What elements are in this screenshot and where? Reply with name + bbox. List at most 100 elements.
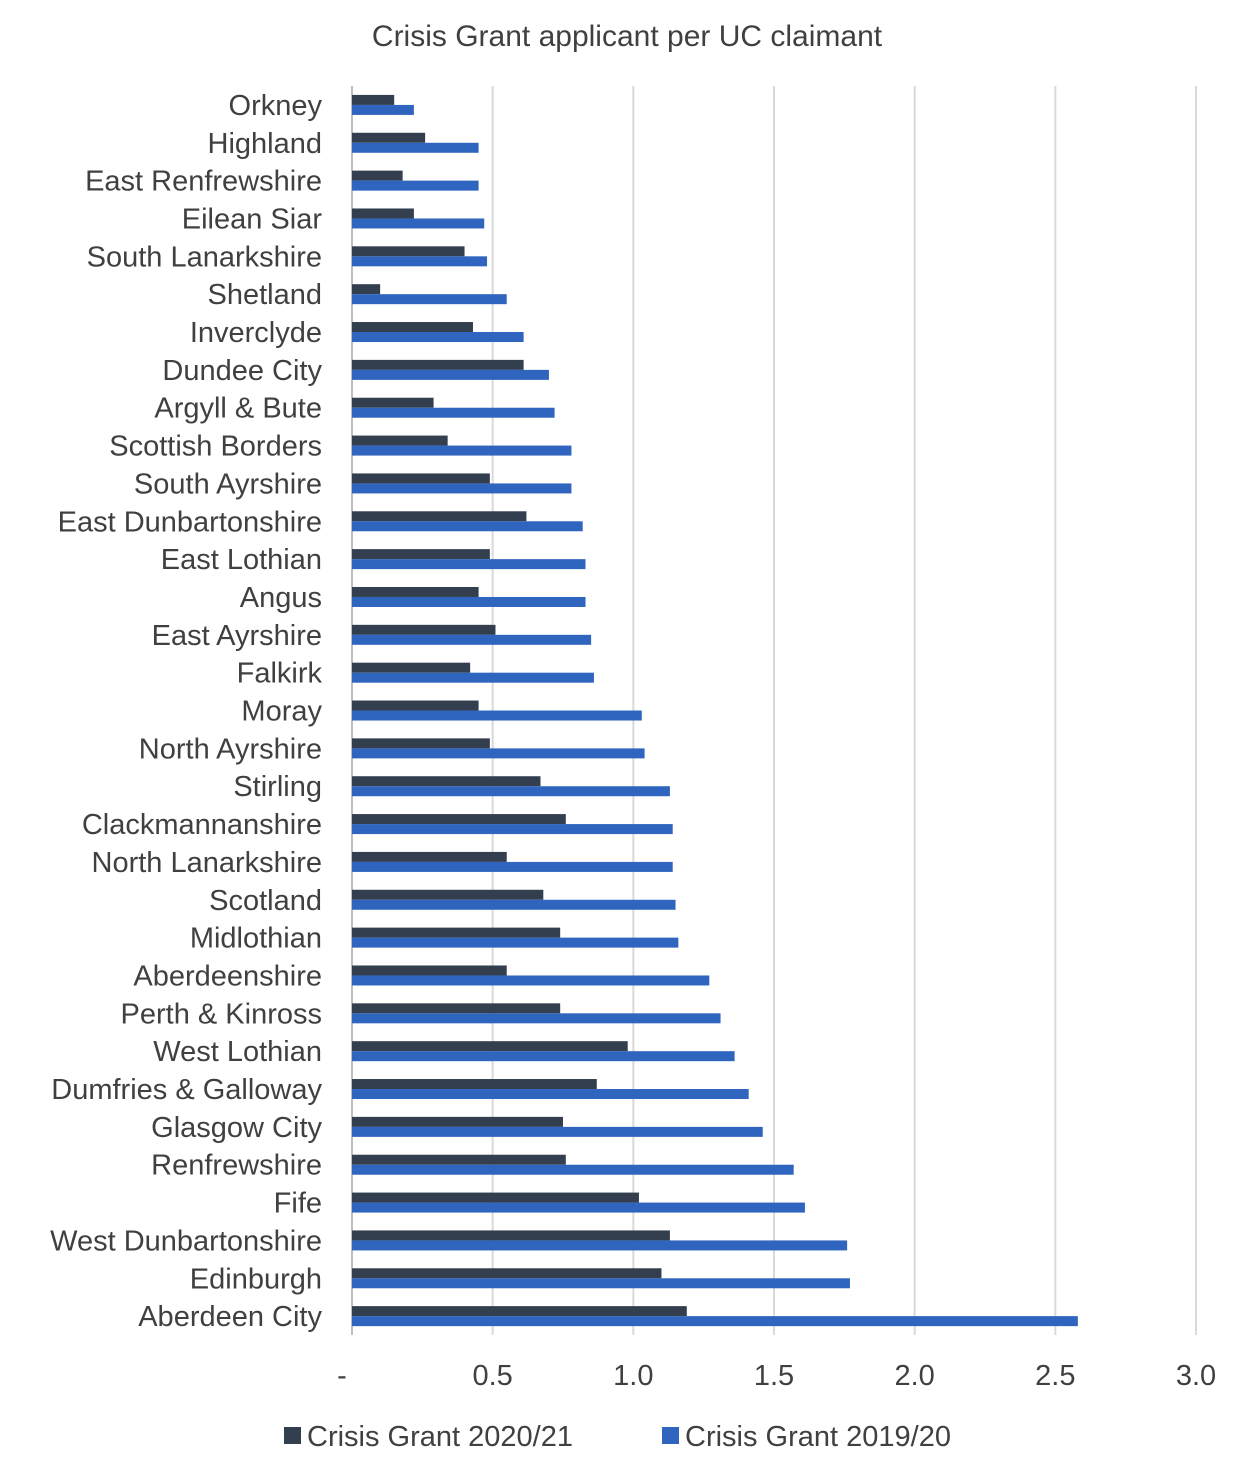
x-axis-tick-labels: - 0.5 1.0 1.5 2.0 2.5 3.0 bbox=[337, 1360, 1216, 1392]
category-label: Argyll & Bute bbox=[154, 393, 322, 425]
category-label: Renfrewshire bbox=[151, 1150, 322, 1182]
bar bbox=[352, 549, 490, 560]
bar bbox=[352, 397, 434, 408]
category-label: Scottish Borders bbox=[109, 431, 322, 463]
bar bbox=[352, 596, 586, 607]
bar bbox=[352, 814, 566, 825]
x-tick-label: 1.5 bbox=[754, 1360, 794, 1392]
bar bbox=[352, 851, 507, 862]
category-label: West Lothian bbox=[153, 1036, 322, 1068]
bar bbox=[352, 586, 479, 597]
bar bbox=[352, 700, 479, 711]
bar bbox=[352, 1154, 566, 1165]
bar bbox=[352, 1116, 563, 1127]
bar bbox=[352, 786, 670, 797]
bar bbox=[352, 1003, 561, 1014]
category-label: Glasgow City bbox=[151, 1112, 322, 1144]
category-label: Stirling bbox=[233, 771, 322, 803]
bar bbox=[352, 662, 471, 673]
category-label: Shetland bbox=[208, 279, 323, 311]
category-label: Inverclyde bbox=[190, 317, 322, 349]
bar bbox=[352, 218, 485, 229]
bar bbox=[352, 94, 395, 105]
bar bbox=[352, 937, 679, 948]
category-label: Scotland bbox=[209, 885, 322, 917]
bar bbox=[352, 511, 527, 522]
category-label: Dumfries & Galloway bbox=[51, 1074, 322, 1106]
bar bbox=[352, 256, 488, 267]
x-tick-label: - bbox=[337, 1360, 347, 1392]
category-label: Eilean Siar bbox=[182, 203, 323, 235]
legend-label: Crisis Grant 2019/20 bbox=[685, 1421, 951, 1453]
x-tick-label: 1.0 bbox=[613, 1360, 653, 1392]
bar bbox=[352, 104, 414, 115]
category-label: Clackmannanshire bbox=[82, 809, 322, 841]
category-label: South Lanarkshire bbox=[87, 241, 322, 273]
bar bbox=[352, 889, 544, 900]
category-label: East Ayrshire bbox=[152, 620, 322, 652]
category-label: South Ayrshire bbox=[134, 468, 322, 500]
bar bbox=[352, 899, 676, 910]
bar bbox=[352, 1268, 662, 1279]
bar bbox=[352, 1316, 1078, 1327]
category-label: East Lothian bbox=[161, 544, 322, 576]
bar bbox=[352, 1240, 848, 1251]
legend-label: Crisis Grant 2020/21 bbox=[307, 1421, 573, 1453]
bar bbox=[352, 624, 496, 635]
category-label: Edinburgh bbox=[190, 1263, 322, 1295]
bar bbox=[352, 332, 524, 343]
category-label: North Ayrshire bbox=[139, 733, 322, 765]
legend: Crisis Grant 2020/21 Crisis Grant 2019/20 bbox=[284, 1421, 951, 1453]
bar bbox=[352, 180, 479, 191]
category-label: Angus bbox=[240, 582, 322, 614]
chart-title: Crisis Grant applicant per UC claimant bbox=[372, 20, 883, 53]
category-labels: Orkney Highland East Renfrewshire Eilean Si… bbox=[50, 90, 322, 1333]
bar bbox=[352, 1126, 763, 1137]
bar bbox=[352, 1230, 670, 1241]
category-label: West Dunbartonshire bbox=[50, 1225, 322, 1257]
bar bbox=[352, 407, 555, 418]
legend-swatch bbox=[662, 1427, 679, 1444]
bar bbox=[352, 738, 490, 749]
category-label: Orkney bbox=[229, 90, 323, 122]
bar bbox=[352, 824, 673, 835]
bars bbox=[352, 94, 1078, 1327]
category-label: East Dunbartonshire bbox=[58, 506, 322, 538]
bar bbox=[352, 445, 572, 456]
bar bbox=[352, 132, 426, 143]
category-label: North Lanarkshire bbox=[92, 847, 323, 879]
bar bbox=[352, 435, 448, 446]
category-label: Perth & Kinross bbox=[121, 998, 322, 1030]
bar bbox=[352, 634, 592, 645]
bar bbox=[352, 1306, 687, 1317]
bar bbox=[352, 1051, 735, 1062]
bar bbox=[352, 1278, 850, 1289]
category-label: Fife bbox=[274, 1188, 322, 1220]
bar bbox=[352, 369, 549, 380]
bar bbox=[352, 521, 583, 532]
bar bbox=[352, 1202, 805, 1213]
bar bbox=[352, 322, 473, 333]
bar bbox=[352, 1192, 639, 1203]
bar bbox=[352, 861, 673, 872]
bar bbox=[352, 294, 507, 305]
bar bbox=[352, 1089, 749, 1100]
category-label: East Renfrewshire bbox=[85, 166, 322, 198]
bar bbox=[352, 170, 403, 181]
bar bbox=[352, 246, 465, 257]
legend-swatch bbox=[284, 1427, 301, 1444]
bar bbox=[352, 1041, 628, 1052]
bar bbox=[352, 710, 642, 721]
category-label: Midlothian bbox=[190, 923, 322, 955]
category-label: Dundee City bbox=[162, 355, 322, 387]
category-label: Moray bbox=[241, 696, 322, 728]
bar bbox=[352, 559, 586, 570]
category-label: Aberdeenshire bbox=[133, 960, 322, 992]
category-label: Highland bbox=[208, 128, 322, 160]
bar bbox=[352, 672, 594, 683]
x-tick-label: 2.0 bbox=[895, 1360, 935, 1392]
x-tick-label: 3.0 bbox=[1176, 1360, 1216, 1392]
category-label: Falkirk bbox=[237, 658, 323, 690]
bar bbox=[352, 965, 507, 976]
